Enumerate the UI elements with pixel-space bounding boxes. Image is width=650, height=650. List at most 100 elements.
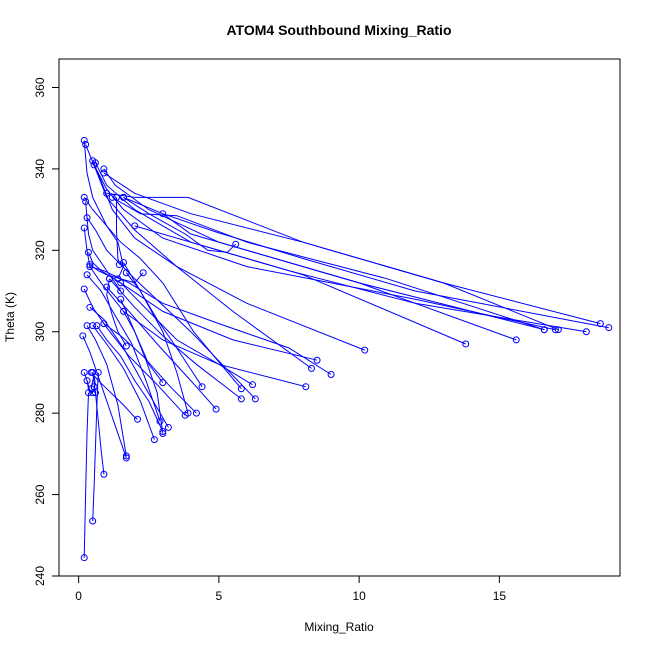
series-1 (80, 136, 245, 393)
data-point (249, 381, 257, 389)
y-axis: 240 260 280 300 320 340 360 (33, 77, 59, 586)
data-point (120, 193, 128, 201)
data-point (184, 409, 192, 417)
data-point (237, 395, 245, 403)
data-point (361, 346, 369, 354)
data-point (232, 240, 240, 248)
series-line (83, 197, 125, 280)
series-line (112, 196, 545, 331)
series-line (134, 225, 587, 333)
data-point (159, 210, 167, 218)
data-point (86, 263, 94, 271)
data-point (540, 326, 548, 334)
data-point (198, 383, 206, 391)
series-21 (83, 271, 164, 425)
plot-frame (58, 58, 621, 577)
series-17 (80, 224, 310, 391)
data-point (131, 222, 139, 230)
series-line (120, 282, 253, 386)
series-line (103, 323, 197, 414)
series-44 (113, 193, 123, 269)
data-point (582, 328, 590, 336)
series-31 (117, 279, 257, 389)
series-11 (131, 222, 590, 336)
data-point (83, 377, 91, 385)
y-tick-label: 320 (33, 240, 47, 260)
series-line (86, 274, 161, 422)
data-point (212, 405, 220, 413)
series-5 (91, 159, 470, 348)
x-axis: 0 5 10 15 (75, 576, 506, 603)
data-point (80, 136, 88, 144)
y-axis-label: Theta (K) (3, 292, 17, 342)
data-point (120, 259, 128, 267)
data-point (117, 287, 125, 295)
x-tick-label: 0 (75, 589, 82, 603)
series-29 (103, 283, 220, 413)
series-26 (89, 322, 158, 444)
series-line (86, 380, 96, 394)
y-tick-label: 300 (33, 321, 47, 341)
data-point (90, 383, 98, 391)
series-line (123, 262, 189, 414)
series-line (123, 311, 164, 434)
data-point (103, 283, 111, 291)
data-point (159, 379, 167, 387)
data-point (100, 320, 108, 328)
series-33 (120, 259, 192, 417)
series-line (96, 325, 164, 432)
data-point (159, 430, 167, 438)
series-35 (105, 275, 130, 350)
data-point (108, 193, 116, 201)
y-tick-label: 240 (33, 566, 47, 586)
series-line (90, 376, 97, 389)
data-point (82, 197, 90, 205)
y-tick-label: 340 (33, 159, 47, 179)
data-point (79, 332, 87, 340)
data-point (117, 279, 125, 287)
data-point (86, 261, 94, 269)
series-line (93, 164, 556, 331)
series-line (106, 192, 601, 325)
data-point (164, 423, 172, 431)
data-point (327, 370, 335, 378)
series-line (103, 172, 559, 331)
x-tick-label: 5 (216, 589, 223, 603)
series-line (83, 392, 89, 558)
data-point (150, 436, 158, 444)
series-20 (86, 263, 335, 378)
series-19 (86, 261, 147, 284)
data-point (302, 383, 310, 391)
data-point (120, 307, 128, 315)
series-line (162, 213, 609, 329)
series-28 (100, 320, 200, 417)
series-line (86, 325, 127, 456)
data-point (313, 356, 321, 364)
data-point (462, 340, 470, 348)
series-line (106, 278, 127, 347)
series-12 (159, 210, 613, 332)
series-line (85, 144, 312, 369)
data-point (122, 454, 130, 462)
chart-title: ATOM4 Southbound Mixing_Ratio (226, 22, 451, 38)
series-line (89, 266, 332, 375)
data-point (512, 336, 520, 344)
series-43 (87, 376, 98, 393)
data-point (134, 415, 142, 423)
data-point (237, 385, 245, 393)
data-point (605, 324, 613, 332)
data-point (83, 271, 91, 279)
data-point (89, 322, 97, 330)
data-point (307, 364, 315, 372)
series-7 (100, 169, 562, 334)
y-tick-label: 260 (33, 484, 47, 504)
data-point (89, 368, 97, 376)
x-axis-label: Mixing_Ratio (304, 620, 374, 634)
y-tick-label: 280 (33, 403, 47, 423)
x-tick-label: 10 (352, 589, 366, 603)
data-point (251, 395, 259, 403)
data-point (100, 470, 108, 478)
series-line (89, 264, 144, 284)
series-16 (83, 214, 259, 403)
series-line (103, 168, 517, 341)
